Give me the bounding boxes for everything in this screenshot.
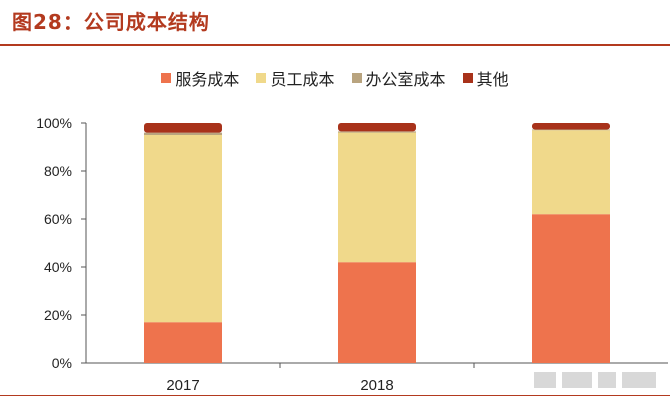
legend-swatch — [351, 73, 362, 83]
bar-segment — [532, 123, 610, 130]
figure-title: 图28：公司成本结构 — [12, 10, 210, 34]
legend-label: 其他 — [476, 70, 509, 89]
bar-segment — [144, 123, 222, 133]
legend-item-other: 其他 — [462, 66, 509, 90]
bottom-divider — [0, 395, 670, 396]
legend-label: 办公室成本 — [365, 70, 446, 89]
watermark-logo — [534, 372, 662, 388]
bar-segment — [338, 262, 416, 363]
y-tick-label: 0% — [52, 355, 72, 371]
bar-segment — [144, 135, 222, 323]
legend-swatch — [161, 73, 172, 83]
bar-segment — [532, 130, 610, 215]
y-tick-label: 80% — [44, 163, 72, 179]
legend-item-office-cost: 办公室成本 — [351, 66, 446, 90]
chart-legend: 服务成本 员工成本 办公室成本 其他 — [0, 66, 670, 90]
legend-label: 服务成本 — [175, 70, 240, 89]
x-tick-label: 2017 — [166, 377, 199, 394]
bar-segment — [532, 214, 610, 363]
y-tick-label: 40% — [44, 259, 72, 275]
bar-segment — [144, 132, 222, 135]
bar-segment — [144, 322, 222, 363]
bar-segment — [338, 132, 416, 263]
legend-swatch — [462, 73, 473, 83]
legend-label: 员工成本 — [270, 70, 335, 89]
bar-segment — [338, 123, 416, 132]
legend-swatch — [256, 73, 267, 83]
x-tick-label: 2018 — [360, 377, 393, 394]
bar-segment — [338, 131, 416, 133]
legend-item-service-cost: 服务成本 — [161, 66, 239, 90]
legend-item-staff-cost: 员工成本 — [256, 66, 334, 90]
bar-segment — [532, 129, 610, 131]
y-tick-label: 20% — [44, 307, 72, 323]
y-tick-label: 60% — [44, 211, 72, 227]
y-tick-label: 100% — [36, 115, 72, 131]
title-divider — [0, 44, 670, 46]
